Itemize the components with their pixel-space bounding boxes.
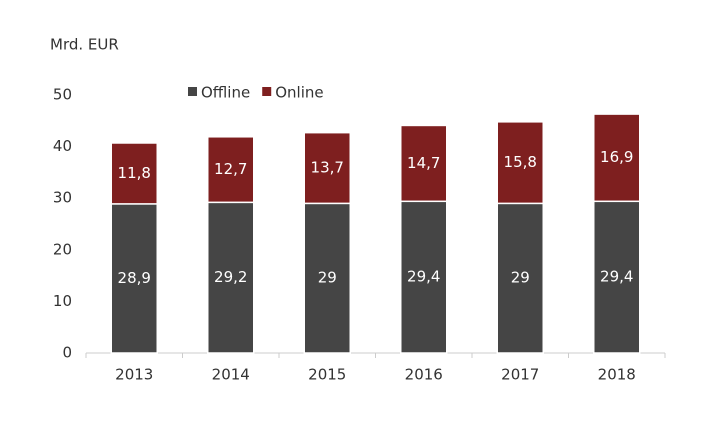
- bar-segment: [110, 142, 158, 205]
- legend-swatch: [262, 87, 272, 96]
- axis-label: Mrd. EUR: [50, 36, 119, 54]
- bar-segment: [496, 121, 544, 205]
- x-tick-label: 2013: [115, 366, 153, 384]
- x-tick-label: 2018: [598, 366, 636, 384]
- value-label: 28,9: [118, 269, 151, 287]
- bar-segment: [207, 136, 255, 204]
- value-label: 16,9: [600, 148, 633, 166]
- bar-segment: [207, 201, 255, 354]
- bar-segment: [496, 202, 544, 354]
- value-label: 13,7: [311, 159, 344, 177]
- legend-label: Online: [275, 84, 323, 102]
- value-label: 29,4: [600, 268, 633, 286]
- y-tick-label: 40: [53, 137, 72, 155]
- y-tick-label: 10: [53, 292, 72, 310]
- y-tick-label: 0: [62, 344, 72, 362]
- y-tick-label: 50: [53, 86, 72, 104]
- value-label: 11,8: [118, 164, 151, 182]
- x-tick-label: 2017: [501, 366, 539, 384]
- bar-segment: [593, 200, 641, 354]
- bar-segment: [303, 202, 351, 354]
- value-label: 29,4: [407, 268, 440, 286]
- y-tick-label: 20: [53, 240, 72, 258]
- value-label: 14,7: [407, 154, 440, 172]
- legend-label: Offline: [201, 84, 250, 102]
- value-label: 29: [511, 269, 530, 287]
- bar-segment: [593, 113, 641, 203]
- x-tick-label: 2014: [212, 366, 250, 384]
- y-tick-label: 30: [53, 189, 72, 207]
- x-tick-label: 2016: [405, 366, 443, 384]
- bar-segment: [110, 203, 158, 354]
- bar-segment: [303, 131, 351, 205]
- value-label: 12,7: [214, 160, 247, 178]
- value-label: 29: [318, 269, 337, 287]
- legend-swatch: [188, 87, 197, 96]
- bar-segment: [400, 124, 448, 203]
- value-label: 15,8: [504, 153, 537, 171]
- x-tick-label: 2015: [308, 366, 346, 384]
- value-label: 29,2: [214, 268, 247, 286]
